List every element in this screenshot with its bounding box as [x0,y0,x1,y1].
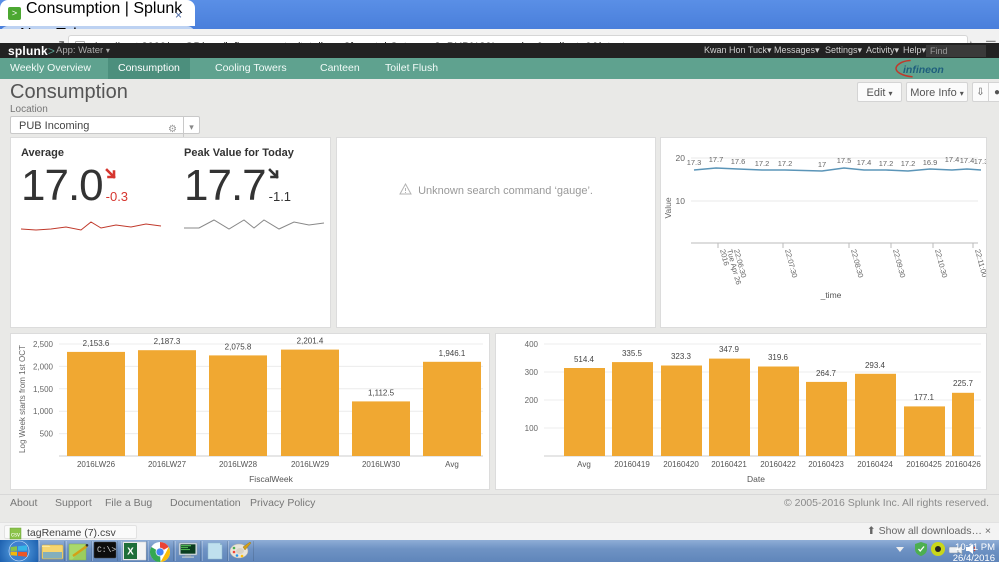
svg-text:20160420: 20160420 [663,460,699,469]
svg-text:17.2: 17.2 [879,159,894,168]
svg-text:300: 300 [525,368,539,377]
svg-text:20160421: 20160421 [711,460,747,469]
svg-text:10: 10 [676,196,686,206]
svg-text:16.9: 16.9 [923,158,938,167]
svg-text:csv: csv [11,533,20,539]
svg-text:17.4: 17.4 [960,156,975,165]
svg-text:177.1: 177.1 [914,393,935,402]
svg-text:FiscalWeek: FiscalWeek [249,474,294,484]
svg-text:200: 200 [525,396,539,405]
svg-text:22:08:30: 22:08:30 [849,248,865,279]
svg-text:20: 20 [676,153,686,163]
svg-text:17.6: 17.6 [731,157,746,166]
svg-text:C:\>: C:\> [97,546,116,555]
svg-text:22:10:30: 22:10:30 [933,248,949,279]
svg-text:2,500: 2,500 [33,340,54,349]
svg-text:1,000: 1,000 [33,407,54,416]
svg-text:2,075.8: 2,075.8 [225,342,252,351]
svg-text:1,500: 1,500 [33,385,54,394]
svg-text:17.2: 17.2 [755,159,770,168]
svg-text:17.5: 17.5 [837,156,852,165]
svg-text:400: 400 [525,340,539,349]
svg-text:20160419: 20160419 [614,460,650,469]
svg-text:500: 500 [40,430,54,439]
svg-text:20160425: 20160425 [906,460,942,469]
svg-text:293.4: 293.4 [865,361,886,370]
svg-text:Avg: Avg [445,460,459,469]
svg-text:2016LW27: 2016LW27 [148,460,187,469]
svg-text:17.2: 17.2 [778,159,793,168]
svg-text:20160426: 20160426 [945,460,981,469]
svg-text:2,000: 2,000 [33,362,54,371]
svg-text:Avg: Avg [577,460,591,469]
svg-text:319.6: 319.6 [768,353,789,362]
svg-text:225.7: 225.7 [953,379,974,388]
svg-text:22:09:30: 22:09:30 [891,248,907,279]
svg-text:20160424: 20160424 [857,460,893,469]
svg-text:17.2: 17.2 [901,159,916,168]
svg-text:20160422: 20160422 [760,460,796,469]
svg-text:514.4: 514.4 [574,355,595,364]
svg-text:1,946.1: 1,946.1 [439,349,466,358]
svg-text:17.3: 17.3 [974,157,987,166]
svg-text:_time: _time [820,290,842,300]
svg-text:Date: Date [747,474,765,484]
svg-text:22:07:30: 22:07:30 [783,248,799,279]
svg-text:17.4: 17.4 [945,155,960,164]
svg-text:17.3: 17.3 [687,158,702,167]
svg-text:323.3: 323.3 [671,352,692,361]
svg-text:100: 100 [525,424,539,433]
svg-text:17.4: 17.4 [857,158,872,167]
svg-text:2,153.6: 2,153.6 [83,339,110,348]
svg-text:2,187.3: 2,187.3 [154,337,181,346]
svg-text:347.9: 347.9 [719,345,740,354]
svg-text:264.7: 264.7 [816,369,837,378]
svg-text:Log Week starts from 1st OCT: Log Week starts from 1st OCT [18,345,27,453]
svg-text:2016LW29: 2016LW29 [291,460,330,469]
svg-text:17: 17 [818,160,826,169]
svg-text:1,112.5: 1,112.5 [368,388,395,397]
svg-text:20160423: 20160423 [808,460,844,469]
svg-text:Value: Value [663,197,673,218]
svg-text:22:11:00: 22:11:00 [973,248,987,278]
svg-text:infineon: infineon [903,64,944,76]
svg-text:335.5: 335.5 [622,349,643,358]
svg-text:2,201.4: 2,201.4 [297,337,324,346]
svg-text:X: X [127,547,134,558]
svg-text:2016LW30: 2016LW30 [362,460,401,469]
svg-text:17.7: 17.7 [709,155,724,164]
svg-text:2016LW26: 2016LW26 [77,460,116,469]
svg-text:2016LW28: 2016LW28 [219,460,258,469]
